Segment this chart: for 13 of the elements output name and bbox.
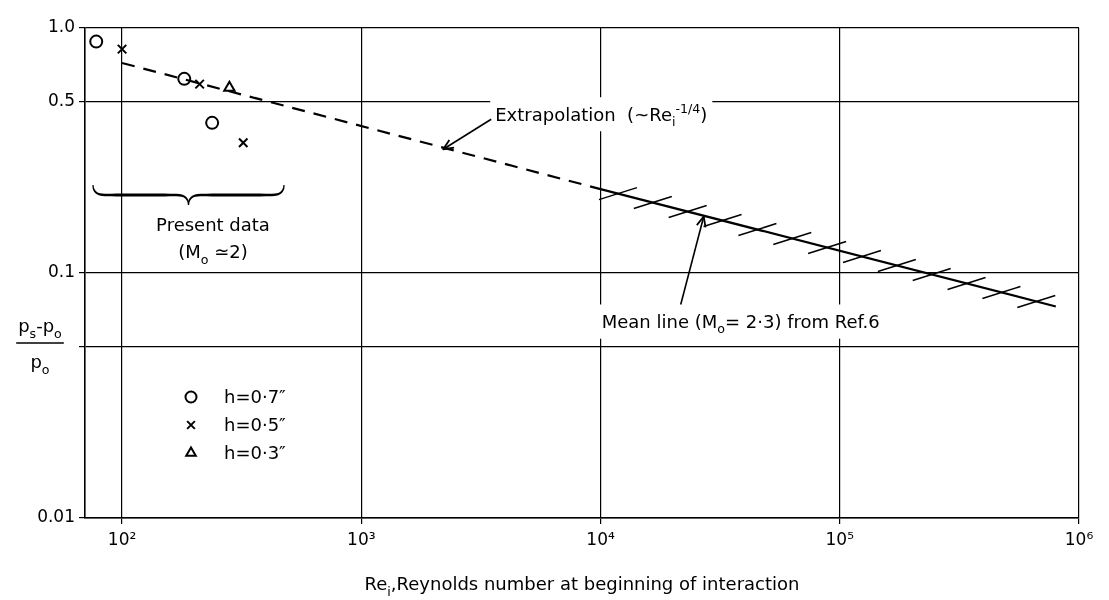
y-tick-label: 0.01 <box>37 506 75 527</box>
x-tick-label: 10⁵ <box>825 528 854 549</box>
y-tick-label: 0.5 <box>47 90 75 111</box>
y-tick-label: 1.0 <box>47 16 75 37</box>
x-tick-label: 10² <box>107 528 137 549</box>
annotation: Present data <box>156 214 270 236</box>
x-tick-label: 10³ <box>347 528 376 549</box>
legend-label: h=0·7″ <box>224 386 287 408</box>
legend-label: h=0·5″ <box>224 414 287 436</box>
y-tick-label: 0.1 <box>47 261 75 282</box>
x-tick-label: 10⁴ <box>586 528 615 549</box>
x-tick-label: 10⁶ <box>1064 528 1094 549</box>
legend-label: h=0·3″ <box>224 442 287 464</box>
